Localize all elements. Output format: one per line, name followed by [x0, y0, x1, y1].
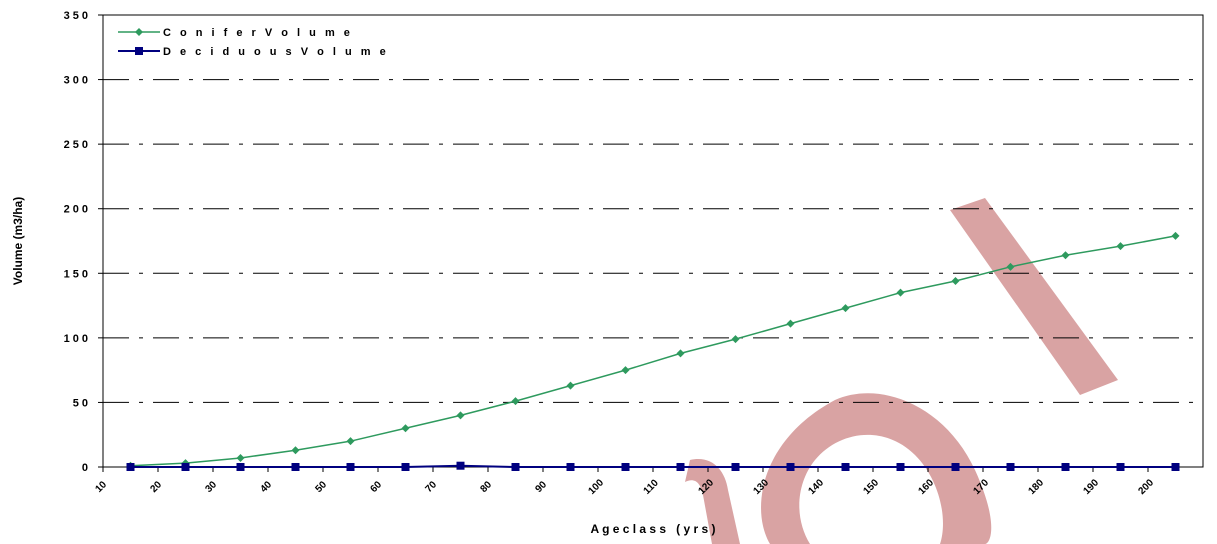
x-tick-label: 200 — [1136, 477, 1156, 497]
x-tick-label: 80 — [478, 479, 494, 495]
legend: C o n i f e r V o l u m e D e c i d u o u… — [118, 27, 389, 58]
data-point — [181, 463, 190, 471]
data-point — [511, 463, 520, 471]
data-point — [621, 463, 630, 471]
y-tick-label: 350 — [64, 10, 91, 22]
watermark-mark — [685, 198, 1118, 544]
x-tick-label: 10 — [93, 479, 109, 495]
data-point — [731, 463, 740, 471]
legend-swatch-marker — [135, 47, 143, 55]
data-point — [291, 446, 300, 455]
data-point — [1171, 231, 1180, 240]
y-tick-label: 300 — [64, 75, 91, 87]
y-tick-label: 0 — [82, 462, 91, 474]
series-conifer — [126, 231, 1180, 470]
x-tick-label: 40 — [258, 479, 274, 495]
data-point — [456, 461, 465, 470]
legend-swatch-marker — [135, 28, 143, 36]
x-tick-label: 150 — [861, 477, 881, 497]
series-line — [130, 464, 1176, 468]
watermark-letter-e-tail — [685, 459, 740, 544]
y-tick-label: 200 — [64, 204, 91, 216]
data-point — [621, 366, 630, 375]
data-point — [896, 463, 905, 471]
legend-label: C o n i f e r V o l u m e — [163, 27, 353, 39]
data-point — [1171, 463, 1180, 471]
plot-frame — [102, 14, 1204, 468]
legend-item: D e c i d u o u s V o l u m e — [118, 46, 389, 58]
data-point — [566, 463, 575, 471]
x-tick-label: 100 — [586, 477, 606, 497]
data-point — [126, 463, 135, 471]
data-point — [401, 424, 410, 433]
data-point — [951, 277, 960, 286]
data-point — [236, 463, 245, 471]
y-tick-label: 250 — [64, 139, 91, 151]
y-axis-title: Volume (m3/ha) — [11, 197, 25, 285]
data-point — [346, 437, 355, 446]
series-layer — [126, 231, 1180, 471]
x-tick-label: 60 — [368, 479, 384, 495]
y-axis-ticks: 0 50 100 150 200 250 300 350 — [64, 10, 103, 474]
data-point — [511, 397, 520, 406]
data-point — [841, 304, 850, 313]
x-tick-label: 190 — [1081, 477, 1101, 497]
legend-item: C o n i f e r V o l u m e — [118, 27, 353, 39]
data-point — [731, 335, 740, 344]
gridlines — [103, 79, 1203, 403]
data-point — [1061, 251, 1070, 260]
data-point — [1116, 242, 1125, 251]
data-point — [1006, 463, 1015, 471]
x-tick-label: 140 — [806, 477, 826, 497]
data-point — [566, 381, 575, 390]
x-axis-ticks: 10 20 30 40 50 60 70 80 90 100 110 120 130 140 150 160 1… — [93, 467, 1156, 497]
data-point — [1006, 262, 1015, 271]
x-tick-label: 20 — [148, 479, 164, 495]
x-tick-label: 90 — [533, 479, 549, 495]
x-tick-label: 110 — [642, 477, 661, 496]
data-point — [456, 411, 465, 420]
data-point — [841, 463, 850, 471]
series-deciduous — [126, 461, 1180, 471]
data-point — [401, 463, 410, 471]
data-point — [786, 463, 795, 471]
series-line — [130, 235, 1176, 467]
x-tick-label: 180 — [1026, 477, 1046, 497]
watermark-letter-d-stem — [950, 198, 1118, 395]
legend-label: D e c i d u o u s V o l u m e — [163, 46, 389, 58]
x-tick-label: 30 — [203, 479, 219, 495]
y-tick-label: 50 — [73, 397, 91, 409]
data-point — [236, 453, 245, 462]
x-axis-title: A g e c l a s s ( y r s ) — [591, 522, 716, 536]
data-point — [676, 349, 685, 358]
data-point — [346, 463, 355, 471]
data-point — [1061, 463, 1070, 471]
data-point — [291, 463, 300, 471]
y-tick-label: 150 — [64, 268, 91, 280]
x-tick-label: 50 — [313, 479, 329, 495]
data-point — [896, 288, 905, 297]
data-point — [1116, 463, 1125, 471]
data-point — [786, 319, 795, 328]
x-tick-label: 70 — [423, 479, 439, 495]
data-point — [951, 463, 960, 471]
watermark-letter-d-bowl — [761, 393, 992, 544]
data-point — [676, 463, 685, 471]
y-tick-label: 100 — [64, 333, 91, 345]
